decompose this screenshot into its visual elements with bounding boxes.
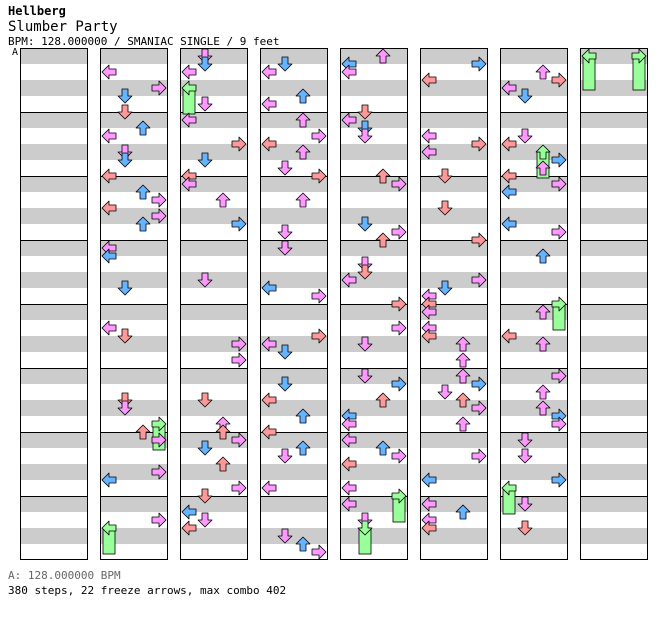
stats-footer: 380 steps, 22 freeze arrows, max combo 4… <box>8 584 287 597</box>
chart-column <box>580 48 648 560</box>
chart-column <box>340 48 408 560</box>
chart-column <box>260 48 328 560</box>
step-chart <box>20 48 648 560</box>
song-title: Slumber Party <box>8 19 118 35</box>
bpm-footer: A: 128.000000 BPM <box>8 569 121 582</box>
song-meta: BPM: 128.000000 / SMANIAC SINGLE / 9 fee… <box>8 35 280 48</box>
bpm-marker: A <box>12 47 19 58</box>
chart-column <box>20 48 88 560</box>
song-artist: Hellberg <box>8 4 66 18</box>
chart-column <box>180 48 248 560</box>
